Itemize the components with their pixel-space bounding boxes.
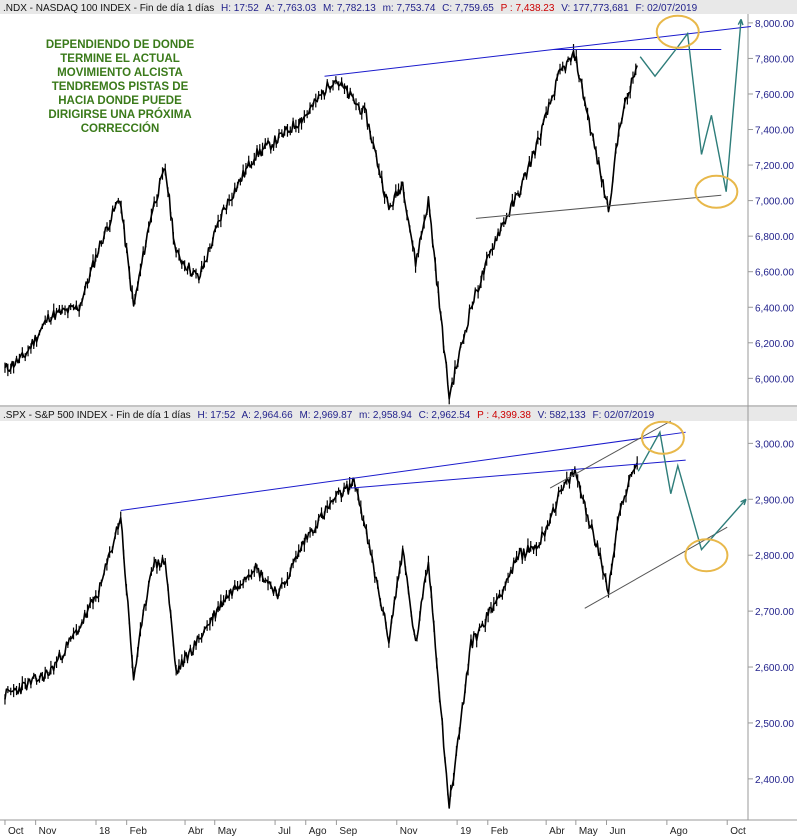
spx-trendline-channel-upper bbox=[549, 420, 672, 489]
spx-ytick-label: 3,000.00 bbox=[755, 439, 794, 450]
svg-text:.SPX - S&P 500 INDEX - Fin de: .SPX - S&P 500 INDEX - Fin de día 1 días… bbox=[3, 410, 655, 421]
spx-header-c: C: 2,962.54 bbox=[419, 410, 471, 421]
spx-header-p: P : 4,399.38 bbox=[477, 410, 531, 421]
spx-header-f: F: 02/07/2019 bbox=[592, 410, 654, 421]
ndx-ytick-label: 6,600.00 bbox=[755, 268, 794, 279]
x-tick-label: Nov bbox=[39, 826, 57, 837]
spx-header-prefix: .SPX - S&P 500 INDEX - Fin de día 1 días bbox=[3, 410, 191, 421]
annotation-line-4: TENDREMOS PISTAS DE bbox=[52, 81, 189, 93]
spx-projection-path bbox=[637, 430, 747, 552]
x-tick-label: Jul bbox=[278, 826, 291, 837]
x-tick-label: Jun bbox=[610, 826, 626, 837]
x-axis: Oct Nov 18 Feb Abr May Jul Ago Sep Nov 19 Feb Abr May… bbox=[4, 820, 746, 837]
spx-highlight-circle bbox=[684, 538, 729, 573]
x-tick-label: Oct bbox=[730, 826, 746, 837]
annotation-line-6: DIRIGIRSE UNA PRÓXIMA bbox=[48, 108, 191, 121]
ndx-ytick-label: 7,000.00 bbox=[755, 197, 794, 208]
ndx-header-prefix: .NDX - NASDAQ 100 INDEX - Fin de día 1 d… bbox=[3, 3, 214, 14]
spx-price-series bbox=[4, 462, 638, 809]
spx-trendline-support bbox=[584, 526, 728, 609]
ndx-header: .NDX - NASDAQ 100 INDEX - Fin de día 1 d… bbox=[0, 0, 797, 14]
ndx-header-a: A: 7,763.03 bbox=[265, 3, 317, 14]
ndx-projection-arrowhead bbox=[737, 19, 744, 26]
spx-ytick-label: 2,400.00 bbox=[755, 775, 794, 786]
spx-ytick-label: 2,500.00 bbox=[755, 719, 794, 730]
ndx-ytick-label: 7,200.00 bbox=[755, 161, 794, 172]
x-tick-label: Ago bbox=[309, 826, 327, 837]
annotation-line-5: HACIA DONDE PUEDE bbox=[58, 95, 182, 107]
ndx-highlight-circle bbox=[655, 14, 700, 49]
ndx-header-m-low: m: 7,753.74 bbox=[383, 3, 436, 14]
ndx-header-m-high: M: 7,782.13 bbox=[323, 3, 376, 14]
annotation-block: DEPENDIENDO DE DONDE TERMINE EL ACTUAL M… bbox=[46, 39, 195, 135]
x-tick-label: 19 bbox=[460, 826, 472, 837]
x-tick-label: Abr bbox=[188, 826, 204, 837]
ndx-header-p: P : 7,438.23 bbox=[501, 3, 555, 14]
x-tick-label: May bbox=[218, 826, 237, 837]
spx-header: .SPX - S&P 500 INDEX - Fin de día 1 días… bbox=[0, 405, 797, 421]
spx-ytick-label: 2,600.00 bbox=[755, 663, 794, 674]
ndx-ytick-label: 6,800.00 bbox=[755, 232, 794, 243]
ndx-ytick-label: 6,000.00 bbox=[755, 374, 794, 385]
spx-highlight-circle bbox=[640, 420, 685, 455]
x-tick-label: Oct bbox=[8, 826, 24, 837]
ndx-ytick-label: 6,400.00 bbox=[755, 303, 794, 314]
spx-ytick-label: 2,700.00 bbox=[755, 607, 794, 618]
spx-header-a: A: 2,964.66 bbox=[242, 410, 294, 421]
ndx-ytick-label: 7,400.00 bbox=[755, 126, 794, 137]
annotation-line-7: CORRECCIÓN bbox=[81, 122, 160, 135]
ndx-highlight-circle bbox=[694, 174, 739, 209]
ndx-header-c: C: 7,759.65 bbox=[442, 3, 494, 14]
svg-text:.NDX - NASDAQ 100 INDEX - Fin: .NDX - NASDAQ 100 INDEX - Fin de día 1 d… bbox=[3, 3, 698, 14]
spx-chart: 2,400.00 2,500.00 2,600.00 2,700.00 2,800.00… bbox=[4, 420, 794, 809]
x-tick-label: Abr bbox=[549, 826, 565, 837]
annotation-line-3: MOVIMIENTO ALCISTA bbox=[57, 67, 183, 79]
x-tick-label: Feb bbox=[130, 826, 148, 837]
ndx-ytick-label: 7,600.00 bbox=[755, 90, 794, 101]
x-tick-label: Ago bbox=[670, 826, 688, 837]
x-tick-label: Nov bbox=[400, 826, 418, 837]
ndx-trendline-support bbox=[475, 194, 722, 219]
annotation-line-1: DEPENDIENDO DE DONDE bbox=[46, 39, 195, 51]
spx-trendline-resistance-flat bbox=[350, 459, 686, 489]
spx-header-h: H: 17:52 bbox=[197, 410, 235, 421]
spx-header-m-low: m: 2,958.94 bbox=[359, 410, 412, 421]
x-tick-label: Sep bbox=[339, 826, 357, 837]
ndx-trendline-resistance bbox=[324, 25, 752, 77]
x-tick-label: 18 bbox=[99, 826, 111, 837]
spx-header-v: V: 582,133 bbox=[538, 410, 586, 421]
ndx-header-h: H: 17:52 bbox=[221, 3, 259, 14]
x-tick-label: Feb bbox=[491, 826, 509, 837]
ndx-chart: 6,000.00 6,200.00 6,400.00 6,600.00 6,800.00… bbox=[4, 14, 794, 405]
spx-ytick-label: 2,900.00 bbox=[755, 495, 794, 506]
spx-header-m-high: M: 2,969.87 bbox=[299, 410, 352, 421]
spx-ytick-label: 2,800.00 bbox=[755, 551, 794, 562]
annotation-line-2: TERMINE EL ACTUAL bbox=[60, 53, 179, 65]
x-tick-label: May bbox=[579, 826, 598, 837]
ndx-header-v: V: 177,773,681 bbox=[561, 3, 629, 14]
ndx-header-f: F: 02/07/2019 bbox=[635, 3, 697, 14]
ndx-ytick-label: 6,200.00 bbox=[755, 339, 794, 350]
ndx-ytick-label: 8,000.00 bbox=[755, 19, 794, 30]
ndx-ytick-label: 7,800.00 bbox=[755, 54, 794, 65]
spx-trendline-resistance bbox=[120, 431, 686, 511]
spx-projection-arrowhead bbox=[740, 498, 747, 506]
ndx-projection-path bbox=[639, 19, 742, 192]
